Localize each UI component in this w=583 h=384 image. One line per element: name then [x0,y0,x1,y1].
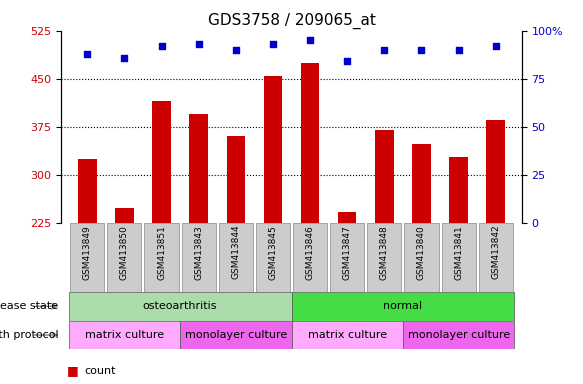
Bar [189,114,208,223]
Bar [330,223,364,292]
Bar [338,212,356,223]
Point [305,37,315,43]
Bar [256,223,290,292]
Text: monolayer culture: monolayer culture [185,330,287,340]
Bar [375,130,394,223]
Point [417,47,426,53]
Point [157,43,166,49]
Point [491,43,500,49]
Point [343,58,352,65]
Bar [69,292,292,321]
Bar [78,159,97,223]
Bar [403,321,514,349]
Bar [70,223,104,292]
Bar [367,223,402,292]
Text: disease state: disease state [0,301,58,311]
Bar [227,136,245,223]
Bar [449,157,468,223]
Text: GSM413840: GSM413840 [417,225,426,280]
Bar [293,223,327,292]
Text: GSM413841: GSM413841 [454,225,463,280]
Point [454,47,463,53]
Bar [152,101,171,223]
Text: matrix culture: matrix culture [85,330,164,340]
Text: GSM413847: GSM413847 [343,225,352,280]
Text: GSM413842: GSM413842 [491,225,500,280]
Bar [292,321,403,349]
Text: GSM413851: GSM413851 [157,225,166,280]
Bar [180,321,292,349]
Text: monolayer culture: monolayer culture [408,330,510,340]
Text: GSM413848: GSM413848 [380,225,389,280]
Title: GDS3758 / 209065_at: GDS3758 / 209065_at [208,13,375,29]
Text: ■: ■ [67,364,79,377]
Bar [292,292,514,321]
Text: osteoarthritis: osteoarthritis [143,301,217,311]
Text: GSM413849: GSM413849 [83,225,92,280]
Text: GSM413850: GSM413850 [120,225,129,280]
Point [83,51,92,57]
Text: count: count [85,366,116,376]
Text: normal: normal [384,301,423,311]
Bar [115,208,134,223]
Text: matrix culture: matrix culture [308,330,387,340]
Bar [145,223,178,292]
Bar [69,321,180,349]
Point [268,41,278,47]
Point [231,47,240,53]
Bar [181,223,216,292]
Text: GSM413844: GSM413844 [231,225,240,280]
Bar [264,76,282,223]
Text: growth protocol: growth protocol [0,330,58,340]
Text: GSM413843: GSM413843 [194,225,203,280]
Bar [405,223,438,292]
Bar [412,144,431,223]
Bar [301,63,319,223]
Bar [107,223,142,292]
Bar [441,223,476,292]
Point [120,55,129,61]
Point [194,41,203,47]
Point [380,47,389,53]
Text: GSM413845: GSM413845 [268,225,278,280]
Bar [486,120,505,223]
Bar [479,223,513,292]
Text: GSM413846: GSM413846 [305,225,315,280]
Bar [219,223,253,292]
